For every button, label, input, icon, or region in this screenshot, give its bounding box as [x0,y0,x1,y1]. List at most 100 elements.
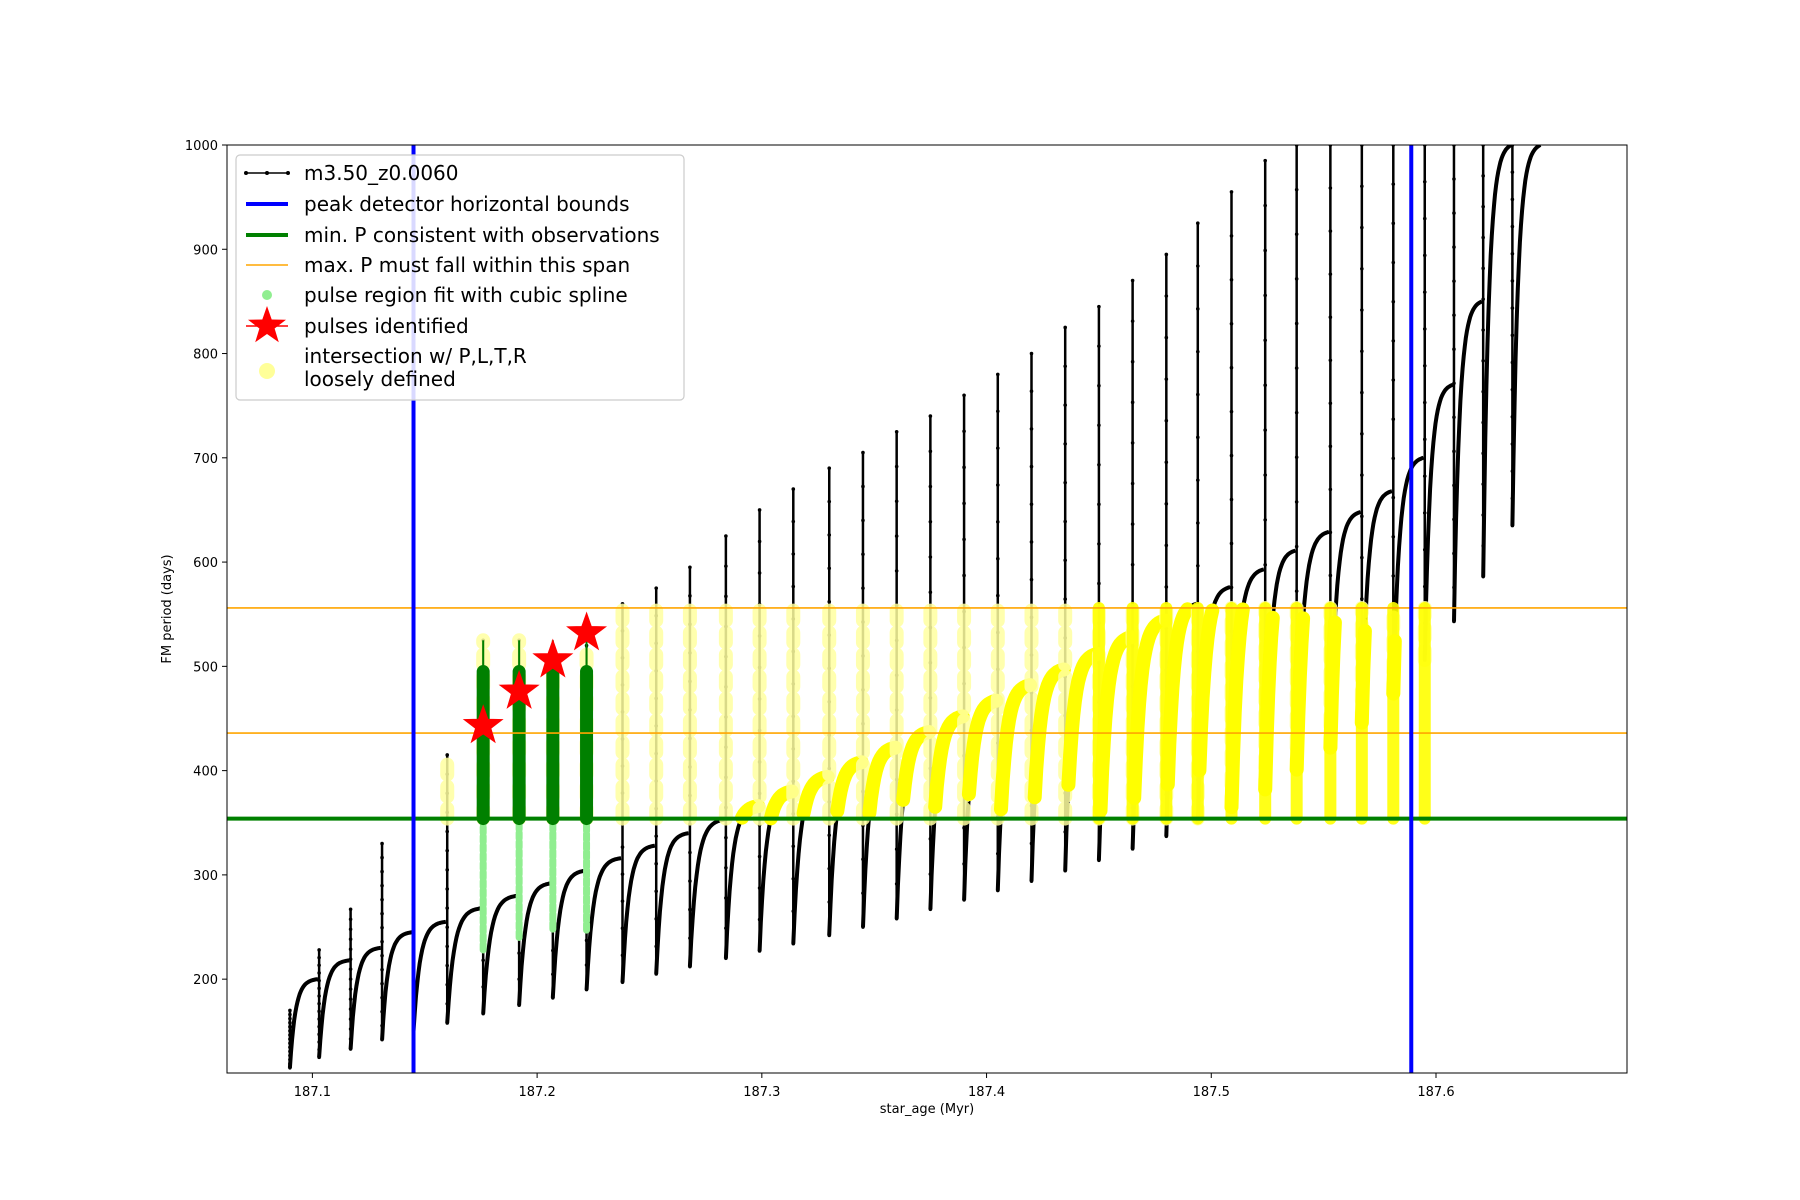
track-point [1164,418,1169,423]
track-cycle [1481,145,1513,577]
track-point [348,997,353,1001]
track-point [1063,830,1068,834]
track-point [757,539,762,544]
track-point [1391,299,1396,304]
track-point [1263,338,1268,343]
track-point [288,1008,292,1013]
track-point [1452,177,1456,181]
track-point [1294,321,1299,326]
track-point [1510,251,1515,256]
track-point [995,851,1000,856]
track-point [791,844,796,849]
y-axis-ticks: 200 300 400 500 600 700 800 900 1000 [185,139,227,988]
legend-handle-star [248,306,286,343]
track-point [654,586,659,590]
track-point [1328,315,1333,319]
track-point [995,372,1000,377]
track-point [1510,387,1515,392]
track-point [445,906,450,910]
legend-label: intersection w/ P,L,T,R [304,344,527,368]
track-point [654,917,659,921]
track-point [1328,573,1333,578]
track-point [1029,502,1034,507]
track-point [827,833,832,838]
track-point [1229,365,1234,370]
track-point [1294,544,1299,549]
track-point [1263,203,1268,208]
track-point [380,953,384,958]
legend-label: max. P must fall within this span [304,253,630,277]
track-point [791,584,796,589]
track-point [348,957,353,961]
track-point [1481,482,1485,486]
track-point [791,876,796,881]
legend-box [235,154,685,401]
track-point [317,1055,321,1060]
track-point [1097,463,1101,467]
track-point [288,1045,292,1050]
x-tick-label: 187.1 [294,1085,331,1100]
track-point [445,868,450,872]
track-point [551,996,555,1000]
track-point [1422,437,1427,442]
track-point [1263,383,1268,387]
track-point [1063,403,1068,407]
track-point [1229,497,1234,502]
track-point [380,1009,384,1014]
track-point [1510,306,1515,310]
track-point [1422,474,1427,478]
track-point [1294,410,1299,415]
x-tick-label: 187.5 [1193,1085,1230,1100]
track-point [348,1017,353,1021]
y-tick-label: 500 [193,660,218,675]
track-cycle [550,868,586,999]
track-point [288,1037,292,1041]
x-tick-label: 187.6 [1417,1085,1454,1100]
track-point [1164,377,1169,381]
track-point [317,955,321,960]
track-point [724,534,728,538]
track-point [1097,581,1101,586]
track-point [445,963,450,968]
track-point [1063,868,1068,873]
intersection-cycle [1027,662,1071,805]
track-point [317,1024,321,1029]
track-point [995,409,1000,414]
track-cycle [481,893,519,1014]
track-cycle [1510,145,1542,526]
track-point [380,1023,384,1028]
track-point [620,845,625,849]
track-point [1130,400,1135,405]
track-point [1097,423,1101,428]
track-point [1263,428,1268,432]
track-point [348,947,353,952]
track-point [1195,264,1200,268]
track-point [481,1011,485,1016]
y-tick-label: 900 [193,243,218,258]
track-point [1097,502,1101,507]
track-point [1130,359,1135,364]
track-point [962,573,966,578]
track-point [584,987,589,992]
track-point [317,1017,321,1021]
track-point [1510,224,1515,229]
track-point [1229,541,1234,546]
track-point [348,987,353,991]
y-tick-label: 200 [193,973,218,988]
track-point [688,907,692,912]
track-point [445,1021,450,1025]
track-point [962,393,966,398]
track-point [928,484,933,489]
track-point [1130,847,1135,851]
track-point [861,586,865,590]
y-tick-label: 800 [193,348,218,363]
track-point [757,917,762,922]
track-point [791,552,796,556]
track-point [1391,574,1396,578]
legend-label: peak detector horizontal bounds [304,192,630,216]
track-point [861,925,865,929]
track-point [861,552,865,557]
track-point [791,519,796,524]
track-point [1328,444,1333,449]
